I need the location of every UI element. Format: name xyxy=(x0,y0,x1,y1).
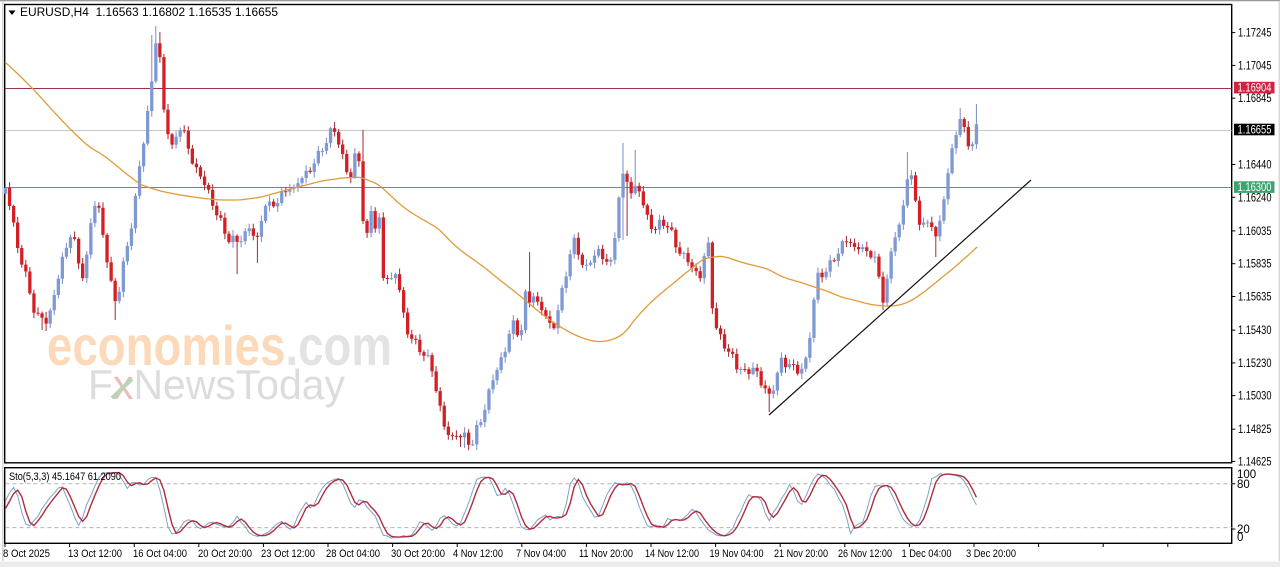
svg-text:14 Nov 12:00: 14 Nov 12:00 xyxy=(645,548,699,560)
svg-text:EURUSD,H4 1.16563 1.16802 1.1: EURUSD,H4 1.16563 1.16802 1.16535 1.1665… xyxy=(20,7,278,19)
svg-text:1.16904: 1.16904 xyxy=(1238,83,1272,95)
svg-text:economies.com: economies.com xyxy=(47,314,392,377)
svg-text:20: 20 xyxy=(1237,524,1250,536)
svg-text:1.16655: 1.16655 xyxy=(1238,125,1272,137)
svg-text:13 Oct 12:00: 13 Oct 12:00 xyxy=(68,548,122,560)
svg-text:21 Nov 20:00: 21 Nov 20:00 xyxy=(774,548,828,560)
svg-text:11 Nov 20:00: 11 Nov 20:00 xyxy=(579,548,633,560)
svg-text:1.15430: 1.15430 xyxy=(1238,325,1272,337)
svg-text:3 Dec 20:00: 3 Dec 20:00 xyxy=(966,548,1016,560)
svg-text:30 Oct 20:00: 30 Oct 20:00 xyxy=(391,548,445,560)
svg-text:4 Nov 12:00: 4 Nov 12:00 xyxy=(453,548,503,560)
svg-text:1.17245: 1.17245 xyxy=(1238,28,1272,40)
svg-text:Sto(5,3,3) 45.1647 61.2090: Sto(5,3,3) 45.1647 61.2090 xyxy=(9,471,121,483)
svg-text:1.17045: 1.17045 xyxy=(1238,60,1272,72)
svg-text:1.15635: 1.15635 xyxy=(1238,292,1272,304)
svg-text:23 Oct 12:00: 23 Oct 12:00 xyxy=(261,548,315,560)
svg-text:100: 100 xyxy=(1237,469,1256,481)
svg-text:16 Oct 04:00: 16 Oct 04:00 xyxy=(133,548,187,560)
svg-text:26 Nov 12:00: 26 Nov 12:00 xyxy=(838,548,892,560)
svg-text:1.15230: 1.15230 xyxy=(1238,358,1272,370)
svg-text:0: 0 xyxy=(1237,532,1243,544)
svg-text:1.16845: 1.16845 xyxy=(1238,93,1272,105)
svg-text:1.16035: 1.16035 xyxy=(1238,226,1272,238)
svg-text:FxNewsToday: FxNewsToday xyxy=(88,361,345,408)
svg-text:1.16300: 1.16300 xyxy=(1238,182,1272,194)
svg-text:1.16240: 1.16240 xyxy=(1238,192,1272,204)
svg-text:80: 80 xyxy=(1237,479,1250,491)
svg-text:7 Nov 04:00: 7 Nov 04:00 xyxy=(516,548,566,560)
svg-text:1.15835: 1.15835 xyxy=(1238,259,1272,271)
svg-text:1.16440: 1.16440 xyxy=(1238,160,1272,172)
svg-text:8 Oct 2025: 8 Oct 2025 xyxy=(3,548,50,560)
svg-text:1 Dec 04:00: 1 Dec 04:00 xyxy=(902,548,952,560)
svg-text:1.14825: 1.14825 xyxy=(1238,424,1272,436)
svg-text:28 Oct 04:00: 28 Oct 04:00 xyxy=(326,548,380,560)
svg-text:19 Nov 04:00: 19 Nov 04:00 xyxy=(710,548,764,560)
svg-text:20 Oct 20:00: 20 Oct 20:00 xyxy=(198,548,252,560)
svg-text:1.15030: 1.15030 xyxy=(1238,391,1272,403)
svg-text:1.14625: 1.14625 xyxy=(1238,456,1272,468)
